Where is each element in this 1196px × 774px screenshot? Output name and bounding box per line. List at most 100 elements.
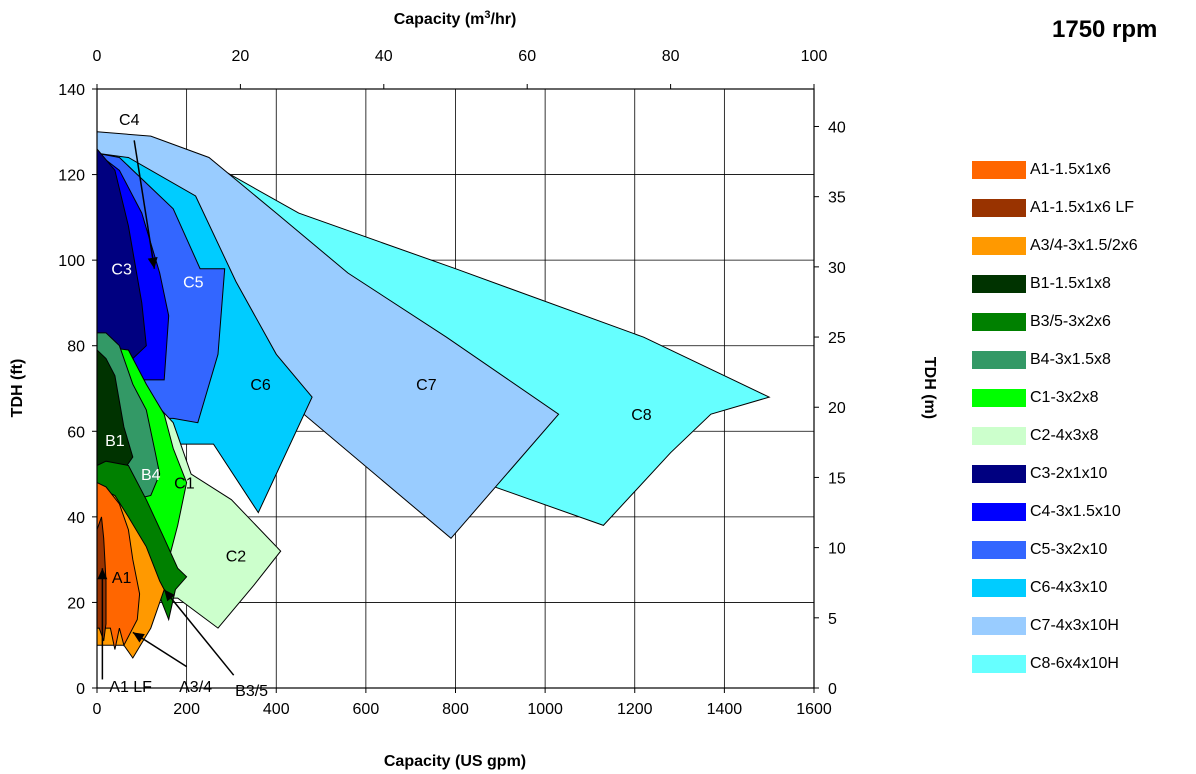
- tick-label-x-bottom: 0: [93, 701, 102, 718]
- tick-label-x-bottom: 1200: [617, 701, 653, 718]
- tick-label-y-left: 80: [67, 339, 85, 356]
- legend-item: C1-3x2x8: [972, 379, 1192, 417]
- legend-swatch: [972, 275, 1026, 293]
- legend-item: B1-1.5x1x8: [972, 265, 1192, 303]
- tick-label-x-bottom: 600: [353, 701, 380, 718]
- legend-item: C2-4x3x8: [972, 417, 1192, 455]
- tick-label-y-right: 20: [828, 400, 846, 417]
- tick-label-y-left: 120: [58, 168, 85, 185]
- legend-item: B3/5-3x2x6: [972, 303, 1192, 341]
- tick-label-x-bottom: 200: [173, 701, 200, 718]
- legend-item: C6-4x3x10: [972, 569, 1192, 607]
- region-label: C2: [226, 548, 247, 565]
- tick-label-y-right: 25: [828, 330, 846, 347]
- tick-label-y-right: 10: [828, 541, 846, 558]
- pump-curve-areas: [96, 131, 771, 659]
- legend-label: A3/4-3x1.5/2x6: [1030, 237, 1138, 254]
- legend-item: B4-3x1.5x8: [972, 341, 1192, 379]
- arrow-head: [147, 257, 158, 269]
- region-label: C8: [631, 407, 652, 424]
- tick-label-x-bottom: 800: [442, 701, 469, 718]
- legend-swatch: [972, 579, 1026, 597]
- tick-label-y-left: 0: [76, 681, 85, 698]
- region-label: C7: [416, 377, 437, 394]
- legend-label: C3-2x1x10: [1030, 465, 1108, 482]
- x-bottom-axis-title: Capacity (US gpm): [384, 753, 526, 770]
- annotation-arrows: [97, 140, 235, 680]
- region-label: C6: [250, 377, 271, 394]
- tick-label-y-left: 40: [67, 510, 85, 527]
- region-label: C5: [183, 275, 204, 292]
- chart-title: 1750 rpm: [1052, 16, 1158, 43]
- legend-item: A3/4-3x1.5/2x6: [972, 227, 1192, 265]
- tick-label-x-top: 60: [518, 48, 536, 65]
- arrow-head: [164, 589, 176, 602]
- tick-label-x-bottom: 1600: [796, 701, 832, 718]
- legend: A1-1.5x1x6 A1-1.5x1x6 LF A3/4-3x1.5/2x6 B1-…: [972, 151, 1192, 683]
- legend-item: C5-3x2x10: [972, 531, 1192, 569]
- legend-swatch: [972, 161, 1026, 179]
- tick-label-y-left: 60: [67, 424, 85, 441]
- x-top-axis-title: Capacity (m3/hr): [394, 9, 517, 28]
- region-label: A1 LF: [109, 679, 152, 696]
- region-label: B4: [141, 467, 161, 484]
- tick-label-y-left: 100: [58, 253, 85, 270]
- legend-swatch: [972, 617, 1026, 635]
- legend-swatch: [972, 503, 1026, 521]
- legend-label: C4-3x1.5x10: [1030, 503, 1121, 520]
- legend-item: C7-4x3x10H: [972, 607, 1192, 645]
- tick-label-x-bottom: 400: [263, 701, 290, 718]
- legend-swatch: [972, 465, 1026, 483]
- legend-item: A1-1.5x1x6: [972, 151, 1192, 189]
- tick-label-x-top: 0: [93, 48, 102, 65]
- arrow-head: [97, 568, 108, 580]
- tick-label-y-right: 40: [828, 119, 846, 136]
- tick-label-y-right: 35: [828, 190, 846, 207]
- legend-label: A1-1.5x1x6: [1030, 161, 1111, 178]
- y-right-axis-title: TDH (m): [921, 357, 938, 419]
- tick-label-y-right: 15: [828, 470, 846, 487]
- legend-swatch: [972, 655, 1026, 673]
- region-label: B3/5: [235, 683, 268, 700]
- legend-label: B1-1.5x1x8: [1030, 275, 1111, 292]
- legend-label: C8-6x4x10H: [1030, 655, 1119, 672]
- legend-label: B4-3x1.5x8: [1030, 351, 1111, 368]
- arrow-head: [132, 632, 145, 643]
- arrow-line: [133, 140, 156, 269]
- y-left-axis-title: TDH (ft): [9, 359, 26, 418]
- tick-label-y-right: 30: [828, 260, 846, 277]
- legend-label: B3/5-3x2x6: [1030, 313, 1111, 330]
- tick-label-x-top: 40: [375, 48, 393, 65]
- region-label: B1: [105, 433, 125, 450]
- legend-item: C8-6x4x10H: [972, 645, 1192, 683]
- area-A1-1.5x1x6: [96, 481, 141, 650]
- region-label: C3: [111, 262, 132, 279]
- region-label: A3/4: [179, 679, 212, 696]
- arrow-line: [163, 589, 235, 676]
- tick-label-y-right: 5: [828, 611, 837, 628]
- legend-swatch: [972, 541, 1026, 559]
- tick-label-x-top: 100: [801, 48, 828, 65]
- region-label: A1: [112, 570, 132, 587]
- legend-item: C4-3x1.5x10: [972, 493, 1192, 531]
- tick-label-y-left: 140: [58, 82, 85, 99]
- tick-label-y-left: 20: [67, 595, 85, 612]
- legend-label: C1-3x2x8: [1030, 389, 1099, 406]
- tick-label-x-bottom: 1400: [707, 701, 743, 718]
- legend-label: C5-3x2x10: [1030, 541, 1108, 558]
- legend-swatch: [972, 199, 1026, 217]
- legend-swatch: [972, 427, 1026, 445]
- legend-swatch: [972, 351, 1026, 369]
- legend-swatch: [972, 237, 1026, 255]
- legend-label: C2-4x3x8: [1030, 427, 1099, 444]
- tick-label-y-right: 0: [828, 681, 837, 698]
- legend-item: A1-1.5x1x6 LF: [972, 189, 1192, 227]
- legend-swatch: [972, 313, 1026, 331]
- legend-swatch: [972, 389, 1026, 407]
- region-labels: C8 C7 C6 C5 C3 C2 C1 B4 B1 A1 C4 A1 LF A3/4 B3/5: [105, 112, 652, 700]
- tick-label-x-bottom: 1000: [527, 701, 563, 718]
- tick-label-x-top: 20: [232, 48, 250, 65]
- legend-label: A1-1.5x1x6 LF: [1030, 199, 1135, 216]
